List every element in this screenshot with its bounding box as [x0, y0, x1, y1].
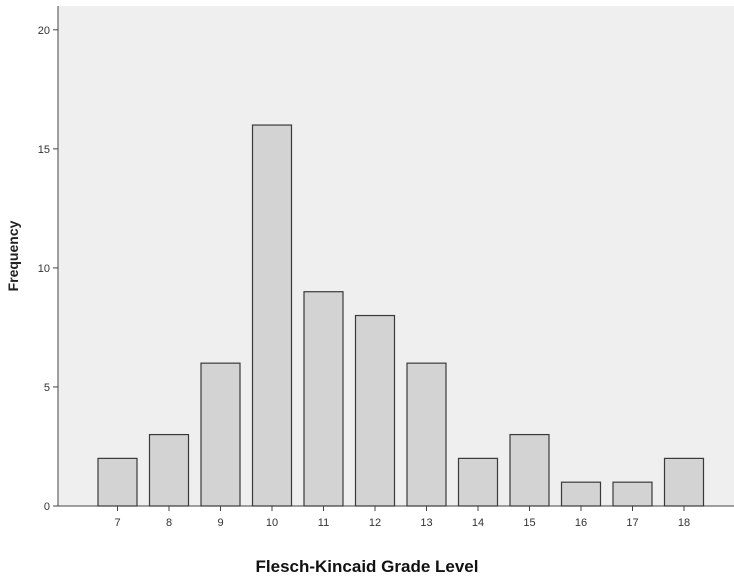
- y-tick-label: 5: [44, 382, 50, 394]
- x-tick-label: 13: [420, 517, 432, 529]
- bar-10: [251, 124, 293, 507]
- x-tick-label: 10: [266, 517, 278, 529]
- x-tick-label: 14: [472, 517, 484, 529]
- histogram-chart: 0 5 10 15 20 7 8 9 10 11 12 13 14 15 16 17 18 Frequency: [5, 6, 734, 529]
- bar-7: [97, 457, 138, 507]
- bar-11: [303, 291, 344, 507]
- x-tick-label: 15: [523, 517, 535, 529]
- bar-12: [354, 314, 396, 507]
- y-tick-label: 0: [44, 501, 50, 513]
- bar-14: [457, 457, 499, 507]
- x-tick-label: 11: [318, 517, 329, 529]
- y-tick-label: 15: [38, 144, 50, 156]
- x-tick-label: 12: [369, 517, 381, 529]
- x-axis: 7 8 9 10 11 12 13 14 15 16 17 18: [58, 505, 734, 529]
- bar-15: [509, 433, 550, 507]
- bar-8: [148, 433, 190, 507]
- bars: [97, 124, 705, 507]
- bar-13: [406, 362, 447, 507]
- x-axis-label: Flesch-Kincaid Grade Level: [255, 557, 479, 576]
- x-tick-label: 9: [217, 517, 223, 529]
- bar-9: [200, 362, 241, 507]
- bar-16: [560, 481, 602, 507]
- x-tick-label: 8: [166, 517, 172, 529]
- x-tick-label: 16: [575, 517, 587, 529]
- y-tick-label: 20: [38, 25, 50, 37]
- y-axis: 0 5 10 15 20: [38, 6, 59, 513]
- bar-17: [612, 481, 653, 507]
- y-tick-label: 10: [38, 263, 50, 275]
- plot-area: [58, 6, 734, 506]
- x-tick-label: 18: [678, 517, 690, 529]
- x-tick-label: 7: [114, 517, 120, 529]
- bar-18: [663, 457, 705, 507]
- y-axis-label: Frequency: [5, 220, 21, 291]
- x-tick-label: 17: [626, 517, 638, 529]
